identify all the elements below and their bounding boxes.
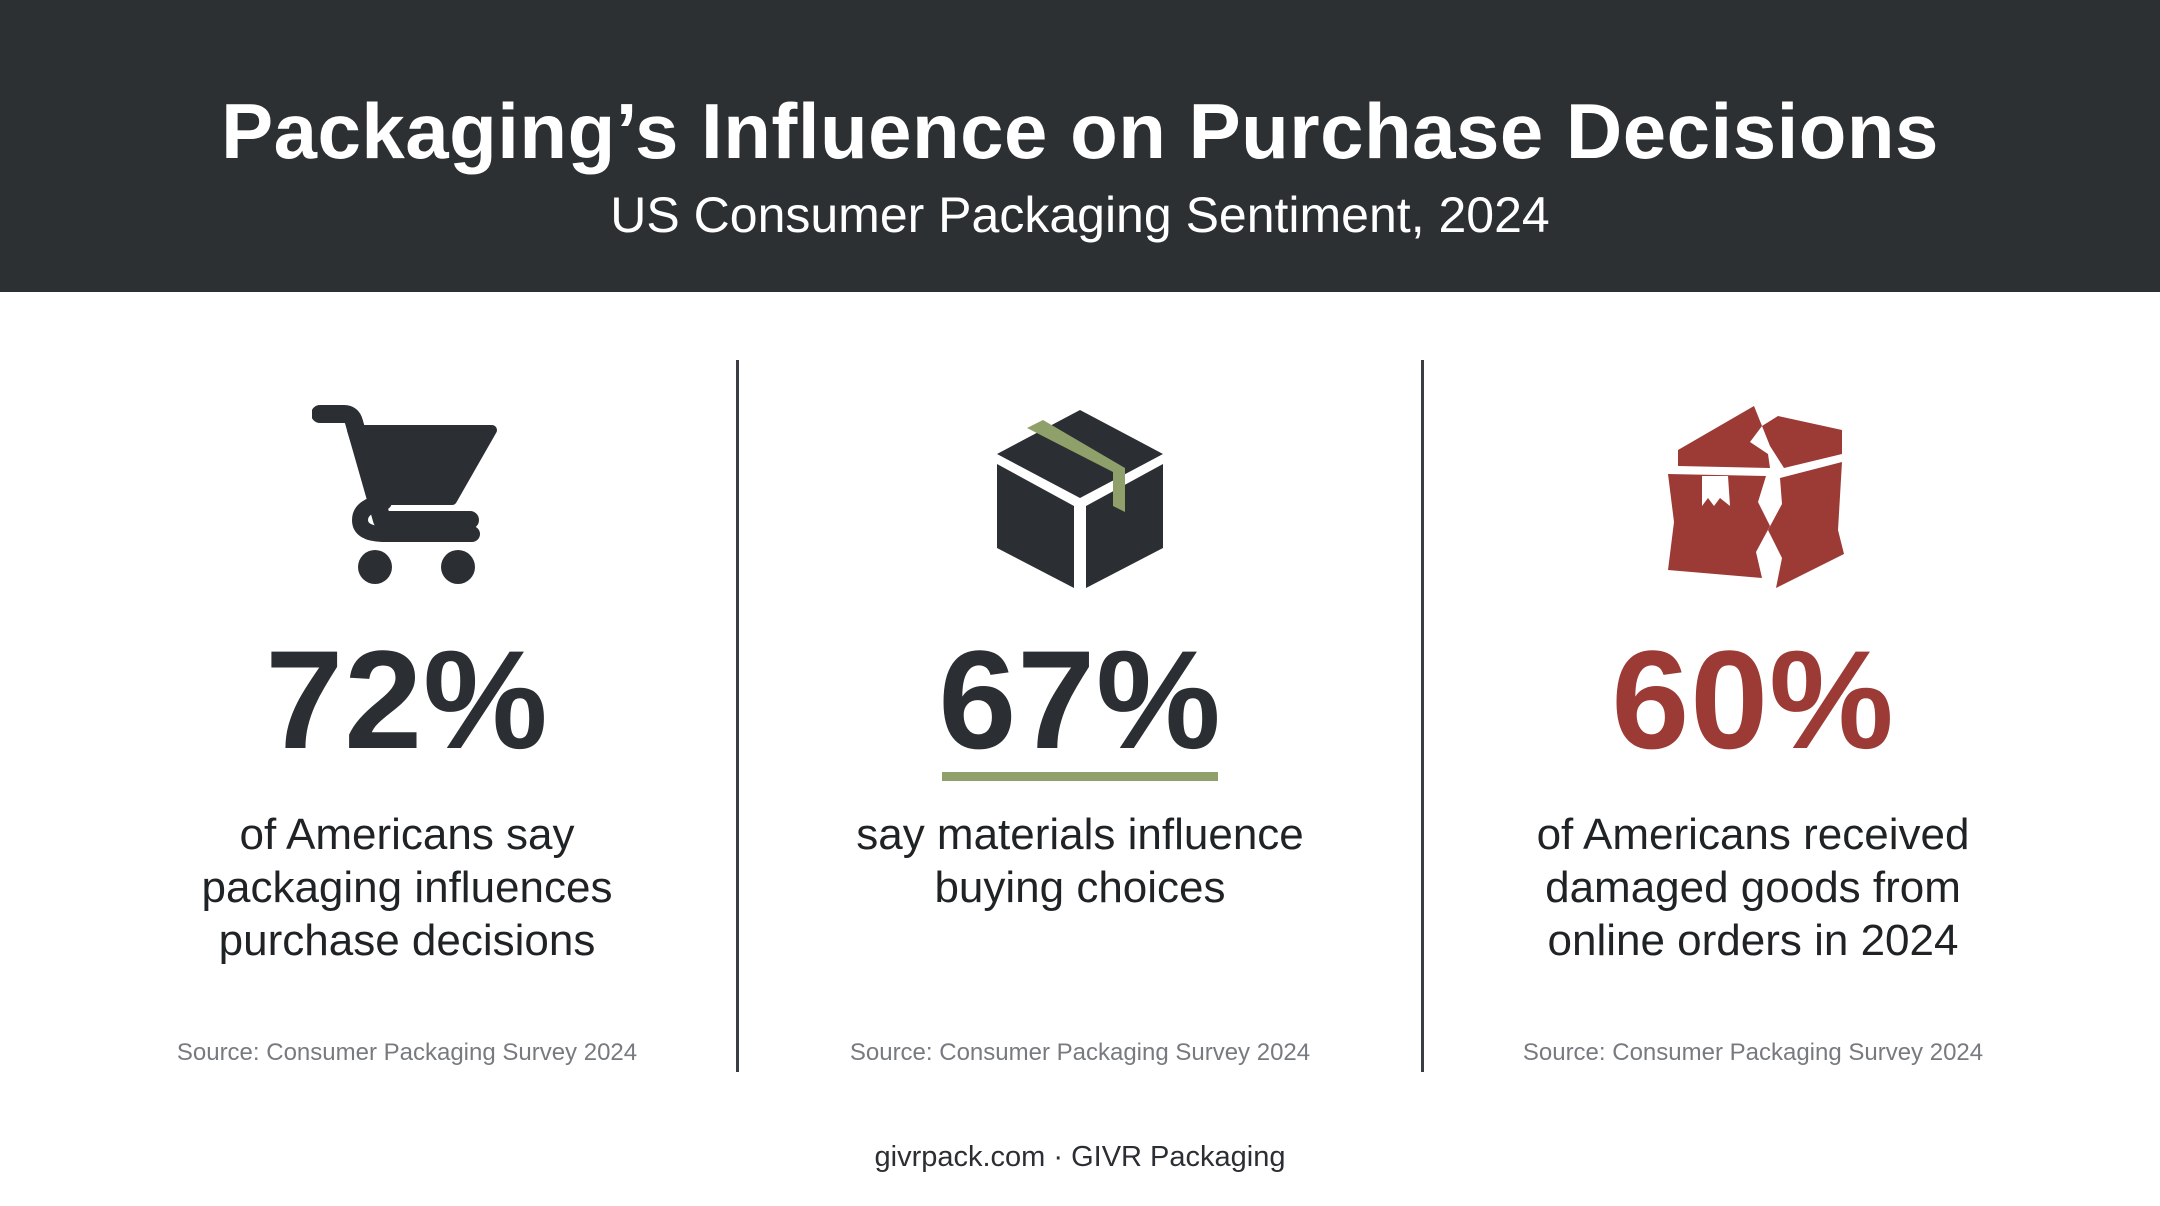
closed-box-icon [760, 402, 1400, 592]
description-line: of Americans say [239, 810, 575, 859]
stat-value: 67% [938, 621, 1222, 778]
damaged-box-icon [1433, 402, 2073, 592]
description-line: packaging influences [201, 863, 613, 912]
description-line: buying choices [934, 863, 1226, 912]
stat-value: 60% [1611, 621, 1895, 778]
description-line: of Americans received [1536, 810, 1970, 859]
page-subtitle: US Consumer Packaging Sentiment, 2024 [610, 187, 1550, 243]
description-line: say materials influence [856, 810, 1304, 859]
stat-panel-2: 67% say materials influence buying choic… [760, 360, 1400, 1080]
stat-panel-3: 60% of Americans received damaged goods … [1433, 360, 2073, 1080]
stat-description: of Americans received damaged goods from… [1433, 808, 2073, 967]
description-line: online orders in 2024 [1547, 916, 1959, 965]
description-line: purchase decisions [218, 916, 596, 965]
footer-credit: givrpack.com · GIVR Packaging [874, 1141, 1286, 1173]
stat-description: of Americans say packaging influences pu… [87, 808, 727, 967]
page-title: Packaging’s Influence on Purchase Decisi… [221, 87, 1939, 175]
stat-underline [942, 772, 1218, 781]
stat-panel-1: 72% of Americans say packaging influence… [87, 360, 727, 1080]
source-note: Source: Consumer Packaging Survey 2024 [849, 1039, 1311, 1066]
stat-value: 72% [265, 621, 549, 778]
stat-description: say materials influence buying choices [760, 808, 1400, 914]
panel-divider [736, 360, 739, 1072]
panel-divider [1421, 360, 1424, 1072]
description-line: damaged goods from [1545, 863, 1961, 912]
source-note: Source: Consumer Packaging Survey 2024 [176, 1039, 638, 1066]
header-banner: Packaging’s Influence on Purchase Decisi… [0, 0, 2160, 292]
source-note: Source: Consumer Packaging Survey 2024 [1522, 1039, 1984, 1066]
shopping-cart-icon [87, 402, 727, 592]
